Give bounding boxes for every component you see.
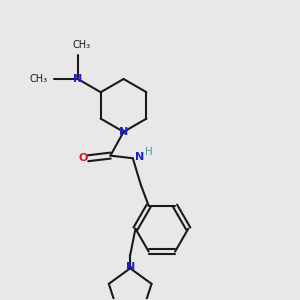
Text: N: N (119, 127, 128, 137)
Text: CH₃: CH₃ (72, 40, 90, 50)
Text: N: N (73, 74, 83, 84)
Text: CH₃: CH₃ (29, 74, 47, 84)
Text: O: O (78, 153, 88, 163)
Text: H: H (146, 147, 153, 157)
Text: N: N (126, 262, 135, 272)
Text: N: N (136, 152, 145, 162)
